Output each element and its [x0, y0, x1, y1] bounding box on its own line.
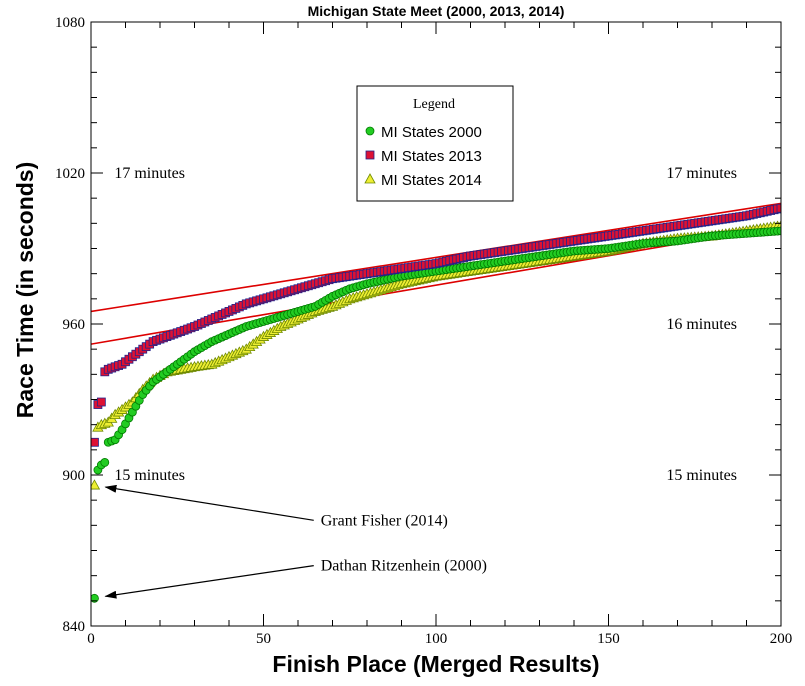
y-tick-labels: 840 900 960 1020 1080: [55, 15, 85, 635]
callout-arrow: [104, 565, 314, 599]
data-point: [100, 458, 110, 467]
y-tick-label: 1080: [55, 15, 85, 31]
data-point: [776, 226, 781, 236]
legend-entries: MI States 2000 MI States 2013 MI States 20…: [364, 124, 482, 189]
callout-label: Grant Fisher (2014): [321, 512, 448, 529]
annotations: 17 minutes 17 minutes 16 minutes 15 minutes…: [104, 165, 737, 599]
axis-ticks: [90, 21, 782, 627]
reference-label: 15 minutes: [114, 467, 185, 484]
data-point: [776, 203, 781, 213]
data-point: [91, 437, 99, 447]
data-point: [91, 593, 99, 603]
y-tick-label: 900: [63, 468, 86, 484]
legend-marker: [365, 150, 375, 160]
data-point: [96, 397, 106, 407]
legend-marker: [365, 126, 375, 136]
legend-label: MI States 2014: [381, 172, 482, 189]
series-mi-states-2013: [91, 203, 781, 447]
x-axis-label: Finish Place (Merged Results): [272, 651, 599, 677]
legend-box: [356, 85, 514, 202]
reference-label: 17 minutes: [666, 165, 737, 182]
callout-label: Dathan Ritzenhein (2000): [321, 558, 487, 575]
callout-arrow: [104, 484, 314, 521]
x-tick-label: 50: [256, 631, 271, 647]
legend-title: Legend: [413, 97, 455, 112]
reference-label: 17 minutes: [114, 165, 185, 182]
x-tick-label: 150: [597, 631, 620, 647]
y-axis-label: Race Time (in seconds): [12, 162, 38, 419]
x-tick-label: 200: [770, 631, 793, 647]
data-points: [91, 203, 781, 603]
reference-label: 16 minutes: [666, 316, 737, 333]
data-point: [91, 479, 101, 490]
legend-label: MI States 2013: [381, 148, 482, 165]
y-tick-label: 840: [63, 619, 86, 635]
y-tick-label: 1020: [55, 166, 85, 182]
chart-title: Michigan State Meet (2000, 2013, 2014): [308, 3, 565, 19]
x-tick-label: 100: [425, 631, 448, 647]
legend-label: MI States 2000: [381, 124, 482, 141]
x-tick-label: 0: [87, 631, 95, 647]
legend-marker: [364, 173, 376, 184]
x-tick-labels: 0 50 100 150 200: [87, 631, 792, 647]
y-tick-label: 960: [63, 317, 86, 333]
reference-label: 15 minutes: [666, 467, 737, 484]
trend-line: [91, 202, 781, 313]
series-mi-states-2000: [91, 226, 781, 603]
